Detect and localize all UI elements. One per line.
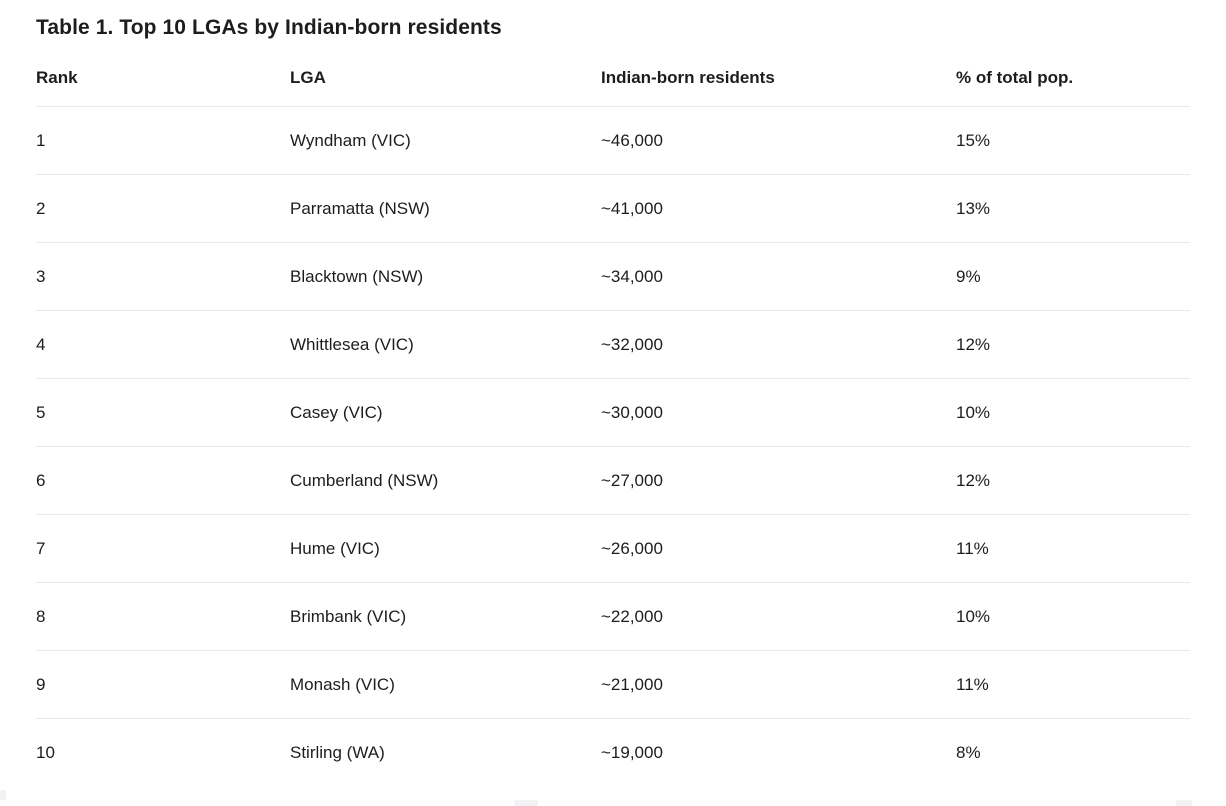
column-header-of-total-pop: % of total pop. [956, 41, 1190, 107]
table-cell: ~41,000 [601, 174, 956, 243]
column-header-rank: Rank [36, 41, 290, 107]
cutoff-content-fragment [1176, 800, 1192, 806]
table-row: 4 Whittlesea (VIC) ~32,000 12% [36, 310, 1190, 379]
table-cell: 9 [36, 650, 290, 719]
table-cell: Stirling (WA) [290, 718, 601, 786]
table-cell: 1 [36, 130, 46, 150]
table-cell: ~27,000 [601, 446, 956, 515]
table-cell: ~30,000 [601, 378, 956, 447]
table-cell: Monash (VIC) [290, 650, 601, 719]
column-header-indian-born-residents: Indian-born residents [601, 41, 956, 107]
table-cell: 4 [36, 310, 290, 379]
table-cell: 2 [36, 174, 290, 243]
table-row: 3 Blacktown (NSW) ~34,000 9% [36, 242, 1190, 311]
table-row: 5 Casey (VIC) ~30,000 10% [36, 378, 1190, 447]
table-cell: 10% [956, 378, 1190, 447]
table-cell: ~19,000 [601, 718, 956, 786]
table-header: Rank LGA Indian-born residents% of total p… [36, 41, 1190, 107]
table-cell: Hume (VIC) [290, 514, 601, 583]
table-card: Table 1. Top 10 LGAs by Indian-born resi… [36, 16, 1190, 786]
table-header-row: Rank LGA Indian-born residents% of total p… [36, 41, 1190, 107]
table-cell: 11% [956, 514, 1190, 583]
table-cell: ~34,000 [601, 242, 956, 311]
table-body: 1 Wyndham (VIC) ~46,000 15% 2 Parramatta (NSW… [36, 107, 1190, 786]
table-cell: 12% [956, 446, 1190, 515]
table-cell: ~21,000 [601, 650, 956, 719]
table-cell: 12% [956, 310, 1190, 379]
table-cell: 11% [956, 650, 1190, 719]
table-cell: 8 [36, 582, 290, 651]
table-cell: 13% [956, 174, 1190, 243]
table-row: 9 Monash (VIC) ~21,000 11% [36, 650, 1190, 719]
table-cell: Cumberland (NSW) [290, 446, 601, 515]
table-cell: Wyndham (VIC) [290, 130, 411, 150]
cutoff-content-fragment [0, 790, 6, 800]
table-cell: 5 [36, 378, 290, 447]
table-cell: 9% [956, 242, 1190, 311]
table-cell: Blacktown (NSW) [290, 242, 601, 311]
table-cell: 7 [36, 514, 290, 583]
cutoff-content-fragment [514, 800, 538, 806]
table-cell: ~46,000 [601, 130, 663, 150]
column-header-lga: LGA [290, 41, 601, 107]
table-cell: Whittlesea (VIC) [290, 310, 601, 379]
table-cell: 10 [36, 718, 290, 786]
table-cell: ~32,000 [601, 310, 956, 379]
table-cell: Casey (VIC) [290, 378, 601, 447]
table-row: 7 Hume (VIC) ~26,000 11% [36, 514, 1190, 583]
table-cell: Brimbank (VIC) [290, 582, 601, 651]
table-cell: 10% [956, 582, 1190, 651]
table-row: 10 Stirling (WA) ~19,000 8% [36, 718, 1190, 786]
table-row: 2 Parramatta (NSW) ~41,000 13% [36, 174, 1190, 243]
table-row: 8 Brimbank (VIC) ~22,000 10% [36, 582, 1190, 651]
table-cell: Parramatta (NSW) [290, 174, 601, 243]
table-cell: 3 [36, 242, 290, 311]
table-cell: 8% [956, 718, 1190, 786]
table-row: 6 Cumberland (NSW) ~27,000 12% [36, 446, 1190, 515]
table-cell: 15% [956, 130, 991, 150]
table-cell: 6 [36, 446, 290, 515]
table-row: 1 Wyndham (VIC) ~46,000 15% [36, 107, 1190, 175]
table-title: Table 1. Top 10 LGAs by Indian-born resi… [36, 16, 502, 39]
lga-table: Rank LGA Indian-born residents% of total p… [36, 41, 1190, 786]
table-cell: ~22,000 [601, 582, 956, 651]
table-cell: ~26,000 [601, 514, 956, 583]
